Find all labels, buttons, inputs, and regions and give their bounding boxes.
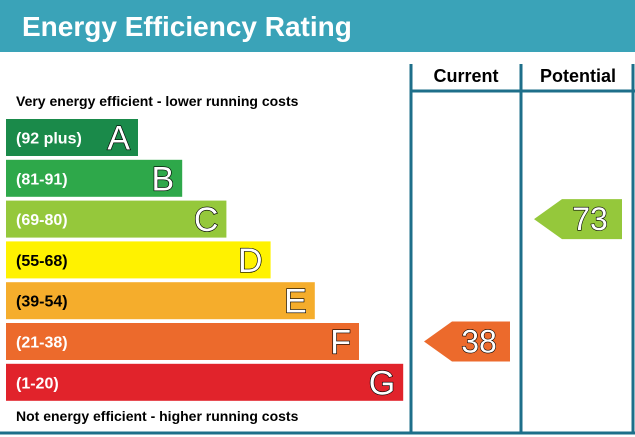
band-g-range: (1-20) <box>16 375 59 392</box>
potential-rating-arrow <box>534 199 622 240</box>
band-f-bar <box>6 323 359 360</box>
current-rating-arrow <box>424 321 510 362</box>
band-g-bar <box>6 363 404 401</box>
band-a-range: (92 plus) <box>16 131 82 148</box>
band-e-range: (39-54) <box>16 294 68 311</box>
band-g: (1-20) G <box>6 363 404 403</box>
band-c: (69-80) C <box>6 200 227 240</box>
top-caption: Very energy efficient - lower running co… <box>16 93 299 109</box>
band-d-letter: D <box>238 242 263 280</box>
band-f-range: (21-38) <box>16 335 68 352</box>
current-rating: 38 <box>424 321 510 362</box>
rating-indicators: 38 73 <box>424 199 622 362</box>
band-b-letter: B <box>152 160 175 198</box>
band-a-bar <box>6 119 138 156</box>
band-c-range: (69-80) <box>16 212 68 229</box>
current-rating-value: 38 <box>461 324 497 360</box>
band-e-bar <box>6 282 315 320</box>
band-f-letter: F <box>330 324 351 362</box>
band-e: (39-54) E <box>6 282 315 321</box>
potential-rating-value: 73 <box>572 201 608 237</box>
band-a-letter: A <box>107 120 130 158</box>
band-g-letter: G <box>369 364 395 402</box>
band-c-bar <box>6 200 227 238</box>
rating-bands: (92 plus) A(81-91) B(69-80) C(55-68) D(39-54… <box>6 119 404 403</box>
band-c-letter: C <box>194 201 219 239</box>
band-e-letter: E <box>284 283 307 321</box>
potential-column-heading: Potential <box>540 66 616 86</box>
current-column-heading: Current <box>433 66 498 86</box>
title-bar <box>0 0 635 52</box>
chart-title: Energy Efficiency Rating <box>22 11 352 42</box>
band-d-bar <box>6 241 271 279</box>
band-b-range: (81-91) <box>16 171 68 188</box>
band-d-range: (55-68) <box>16 253 68 270</box>
band-a: (92 plus) A <box>6 119 138 158</box>
band-d: (55-68) D <box>6 241 271 281</box>
bottom-caption: Not energy efficient - higher running co… <box>16 408 299 424</box>
band-b: (81-91) B <box>6 159 183 199</box>
potential-rating: 73 <box>534 199 622 240</box>
band-f: (21-38) F <box>6 323 359 362</box>
band-b-bar <box>6 159 183 197</box>
